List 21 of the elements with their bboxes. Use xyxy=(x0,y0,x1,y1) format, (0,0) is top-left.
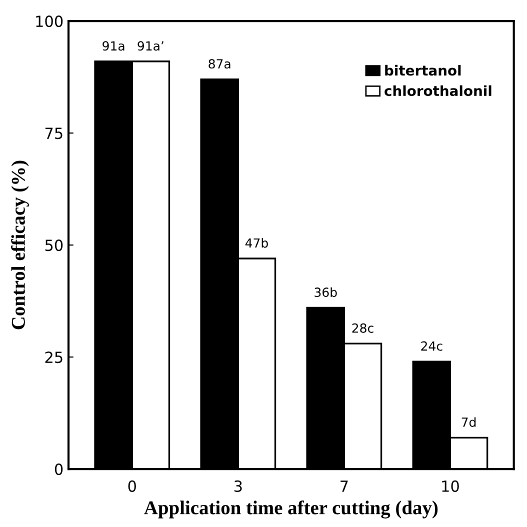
data-label: 7d xyxy=(462,417,476,427)
x-tick-label: 7 xyxy=(340,480,348,492)
x-tick-label: 10 xyxy=(442,480,459,492)
data-label: 28c xyxy=(352,323,374,333)
y-tick-label: 75 xyxy=(45,128,62,140)
legend-label: bitertanol xyxy=(385,64,461,76)
x-axis-title: Application time after cutting (day) xyxy=(144,500,438,518)
data-label: 87a xyxy=(208,59,230,69)
data-label: 24c xyxy=(421,341,442,351)
x-tick-label: 3 xyxy=(234,480,242,492)
data-label: 47b xyxy=(245,238,268,248)
y-tick-label: 25 xyxy=(45,352,62,364)
y-tick-label: 50 xyxy=(45,240,63,252)
y-axis-title: Control efficacy (%) xyxy=(11,160,29,330)
x-tick-label: 0 xyxy=(128,480,136,492)
data-label: 91a’ xyxy=(138,41,164,51)
y-tick-label: 100 xyxy=(36,16,63,28)
data-label: 91a xyxy=(102,41,124,51)
data-label: 36b xyxy=(314,287,337,298)
y-tick-label: 0 xyxy=(54,463,63,476)
legend-label: chlorothalonil xyxy=(384,85,492,96)
